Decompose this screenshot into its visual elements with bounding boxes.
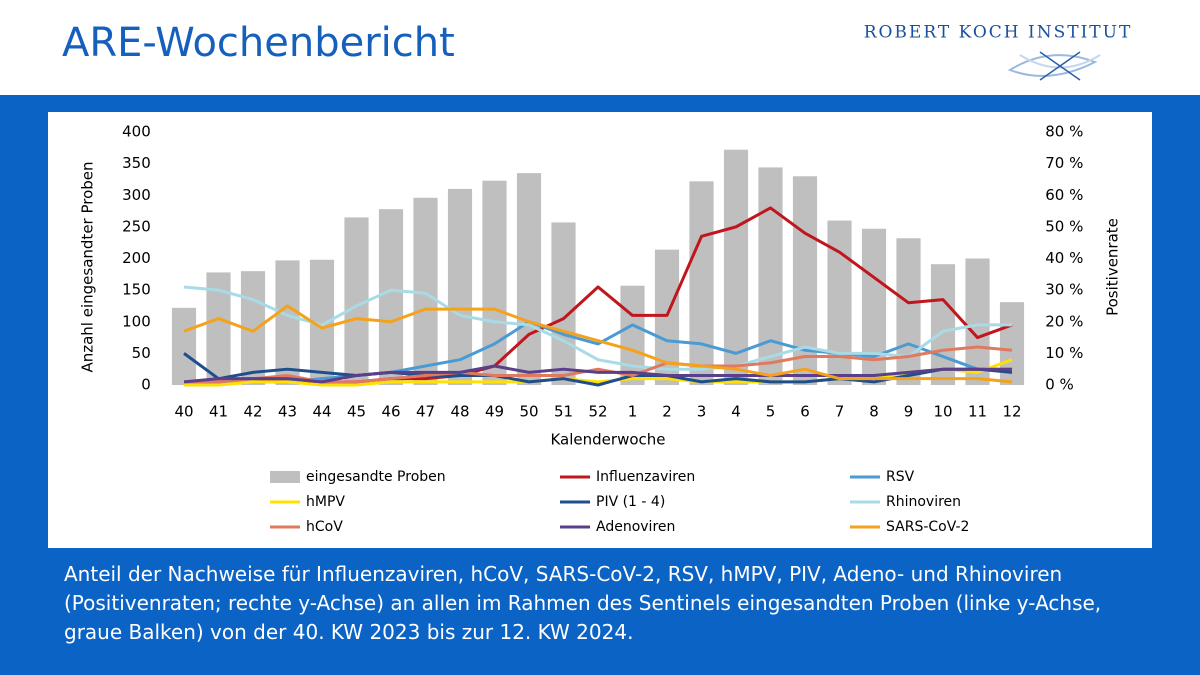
y2-tick-label: 60 % bbox=[1045, 186, 1083, 204]
bar bbox=[620, 285, 645, 385]
y-tick-label: 250 bbox=[122, 217, 151, 235]
x-tick-label: 1 bbox=[628, 403, 638, 421]
bar bbox=[447, 188, 473, 385]
y2-tick-label: 80 % bbox=[1045, 123, 1083, 141]
caption-line: Anteil der Nachweise für Influenzaviren,… bbox=[64, 562, 1063, 586]
bar bbox=[689, 181, 714, 385]
y-axis-title: Anzahl eingesandter Proben bbox=[79, 161, 97, 372]
y-tick-label: 100 bbox=[122, 312, 151, 330]
bar bbox=[516, 173, 542, 385]
x-tick-label: 7 bbox=[835, 403, 845, 421]
x-tick-label: 4 bbox=[731, 403, 741, 421]
legend-label: Rhinoviren bbox=[886, 494, 961, 510]
x-tick-label: 3 bbox=[697, 403, 707, 421]
bar bbox=[965, 258, 990, 385]
y-tick-label: 200 bbox=[122, 249, 151, 267]
y2-tick-label: 0 % bbox=[1045, 376, 1074, 394]
bar bbox=[482, 180, 507, 385]
x-tick-label: 48 bbox=[450, 403, 469, 421]
x-tick-label: 49 bbox=[485, 403, 504, 421]
bar bbox=[723, 149, 749, 385]
y2-axis-title: Positivenrate bbox=[1104, 218, 1122, 316]
x-tick-label: 10 bbox=[933, 403, 952, 421]
bar bbox=[896, 238, 921, 385]
x-tick-label: 43 bbox=[278, 403, 297, 421]
bar bbox=[861, 228, 887, 385]
logo-swoosh bbox=[1007, 54, 1098, 77]
logo-swoosh bbox=[1019, 54, 1101, 69]
legend-label: eingesandte Proben bbox=[306, 469, 446, 485]
y-tick-label: 0 bbox=[141, 376, 151, 394]
y-tick-label: 400 bbox=[122, 123, 151, 141]
x-tick-label: 11 bbox=[968, 403, 987, 421]
logo-cross bbox=[1039, 51, 1081, 81]
x-tick-label: 41 bbox=[209, 403, 228, 421]
bar bbox=[758, 167, 783, 385]
x-tick-label: 52 bbox=[588, 403, 607, 421]
y2-tick-label: 50 % bbox=[1045, 217, 1083, 235]
legend-swatch bbox=[270, 471, 300, 483]
y2-tick-label: 40 % bbox=[1045, 249, 1083, 267]
legend-label: PIV (1 - 4) bbox=[596, 494, 665, 510]
legend-label: SARS-CoV-2 bbox=[886, 519, 969, 535]
x-tick-label: 5 bbox=[766, 403, 776, 421]
x-tick-label: 50 bbox=[519, 403, 538, 421]
x-tick-label: 2 bbox=[662, 403, 672, 421]
x-tick-label: 12 bbox=[1002, 403, 1021, 421]
legend-label: RSV bbox=[886, 469, 915, 485]
line bbox=[183, 304, 1013, 384]
bar bbox=[827, 220, 852, 385]
bar bbox=[171, 307, 197, 385]
x-tick-label: 42 bbox=[243, 403, 262, 421]
bar bbox=[378, 209, 404, 385]
x-tick-label: 6 bbox=[800, 403, 810, 421]
bar bbox=[792, 176, 818, 385]
bar bbox=[551, 222, 576, 385]
legend-label: hCoV bbox=[306, 519, 343, 535]
x-tick-label: 40 bbox=[174, 403, 193, 421]
x-tick-label: 45 bbox=[347, 403, 366, 421]
caption-line: graue Balken) von der 40. KW 2023 bis zu… bbox=[64, 620, 634, 644]
x-tick-label: 44 bbox=[312, 403, 331, 421]
x-axis-title: Kalenderwoche bbox=[550, 431, 665, 449]
y2-tick-label: 30 % bbox=[1045, 281, 1083, 299]
y-tick-label: 150 bbox=[122, 281, 151, 299]
legend-label: Adenoviren bbox=[596, 519, 675, 535]
slide-title: ARE-Wochenbericht bbox=[62, 20, 455, 66]
line bbox=[183, 364, 1012, 384]
x-tick-label: 47 bbox=[416, 403, 435, 421]
x-tick-label: 51 bbox=[554, 403, 573, 421]
x-tick-label: 8 bbox=[869, 403, 879, 421]
legend-label: hMPV bbox=[306, 494, 345, 510]
line bbox=[183, 285, 1012, 371]
bar bbox=[275, 260, 300, 385]
y-tick-label: 300 bbox=[122, 186, 151, 204]
y-tick-label: 350 bbox=[122, 154, 151, 172]
line bbox=[183, 352, 1013, 387]
logo-text: ROBERT KOCH INSTITUT bbox=[864, 23, 1133, 43]
x-tick-label: 9 bbox=[904, 403, 914, 421]
logo: ROBERT KOCH INSTITUT bbox=[864, 23, 1133, 81]
y2-tick-label: 10 % bbox=[1045, 344, 1083, 362]
y2-tick-label: 70 % bbox=[1045, 154, 1083, 172]
chart: Anzahl eingesandter Proben Positivenrate… bbox=[48, 112, 1152, 548]
y-tick-label: 50 bbox=[132, 344, 151, 362]
legend-label: Influenzaviren bbox=[596, 469, 695, 485]
caption: Anteil der Nachweise für Influenzaviren,… bbox=[64, 560, 1101, 647]
y2-tick-label: 20 % bbox=[1045, 312, 1083, 330]
caption-line: (Positivenraten; rechte y-Achse) an alle… bbox=[64, 591, 1102, 615]
line bbox=[184, 320, 1012, 384]
bar bbox=[930, 264, 956, 385]
x-tick-label: 46 bbox=[381, 403, 400, 421]
